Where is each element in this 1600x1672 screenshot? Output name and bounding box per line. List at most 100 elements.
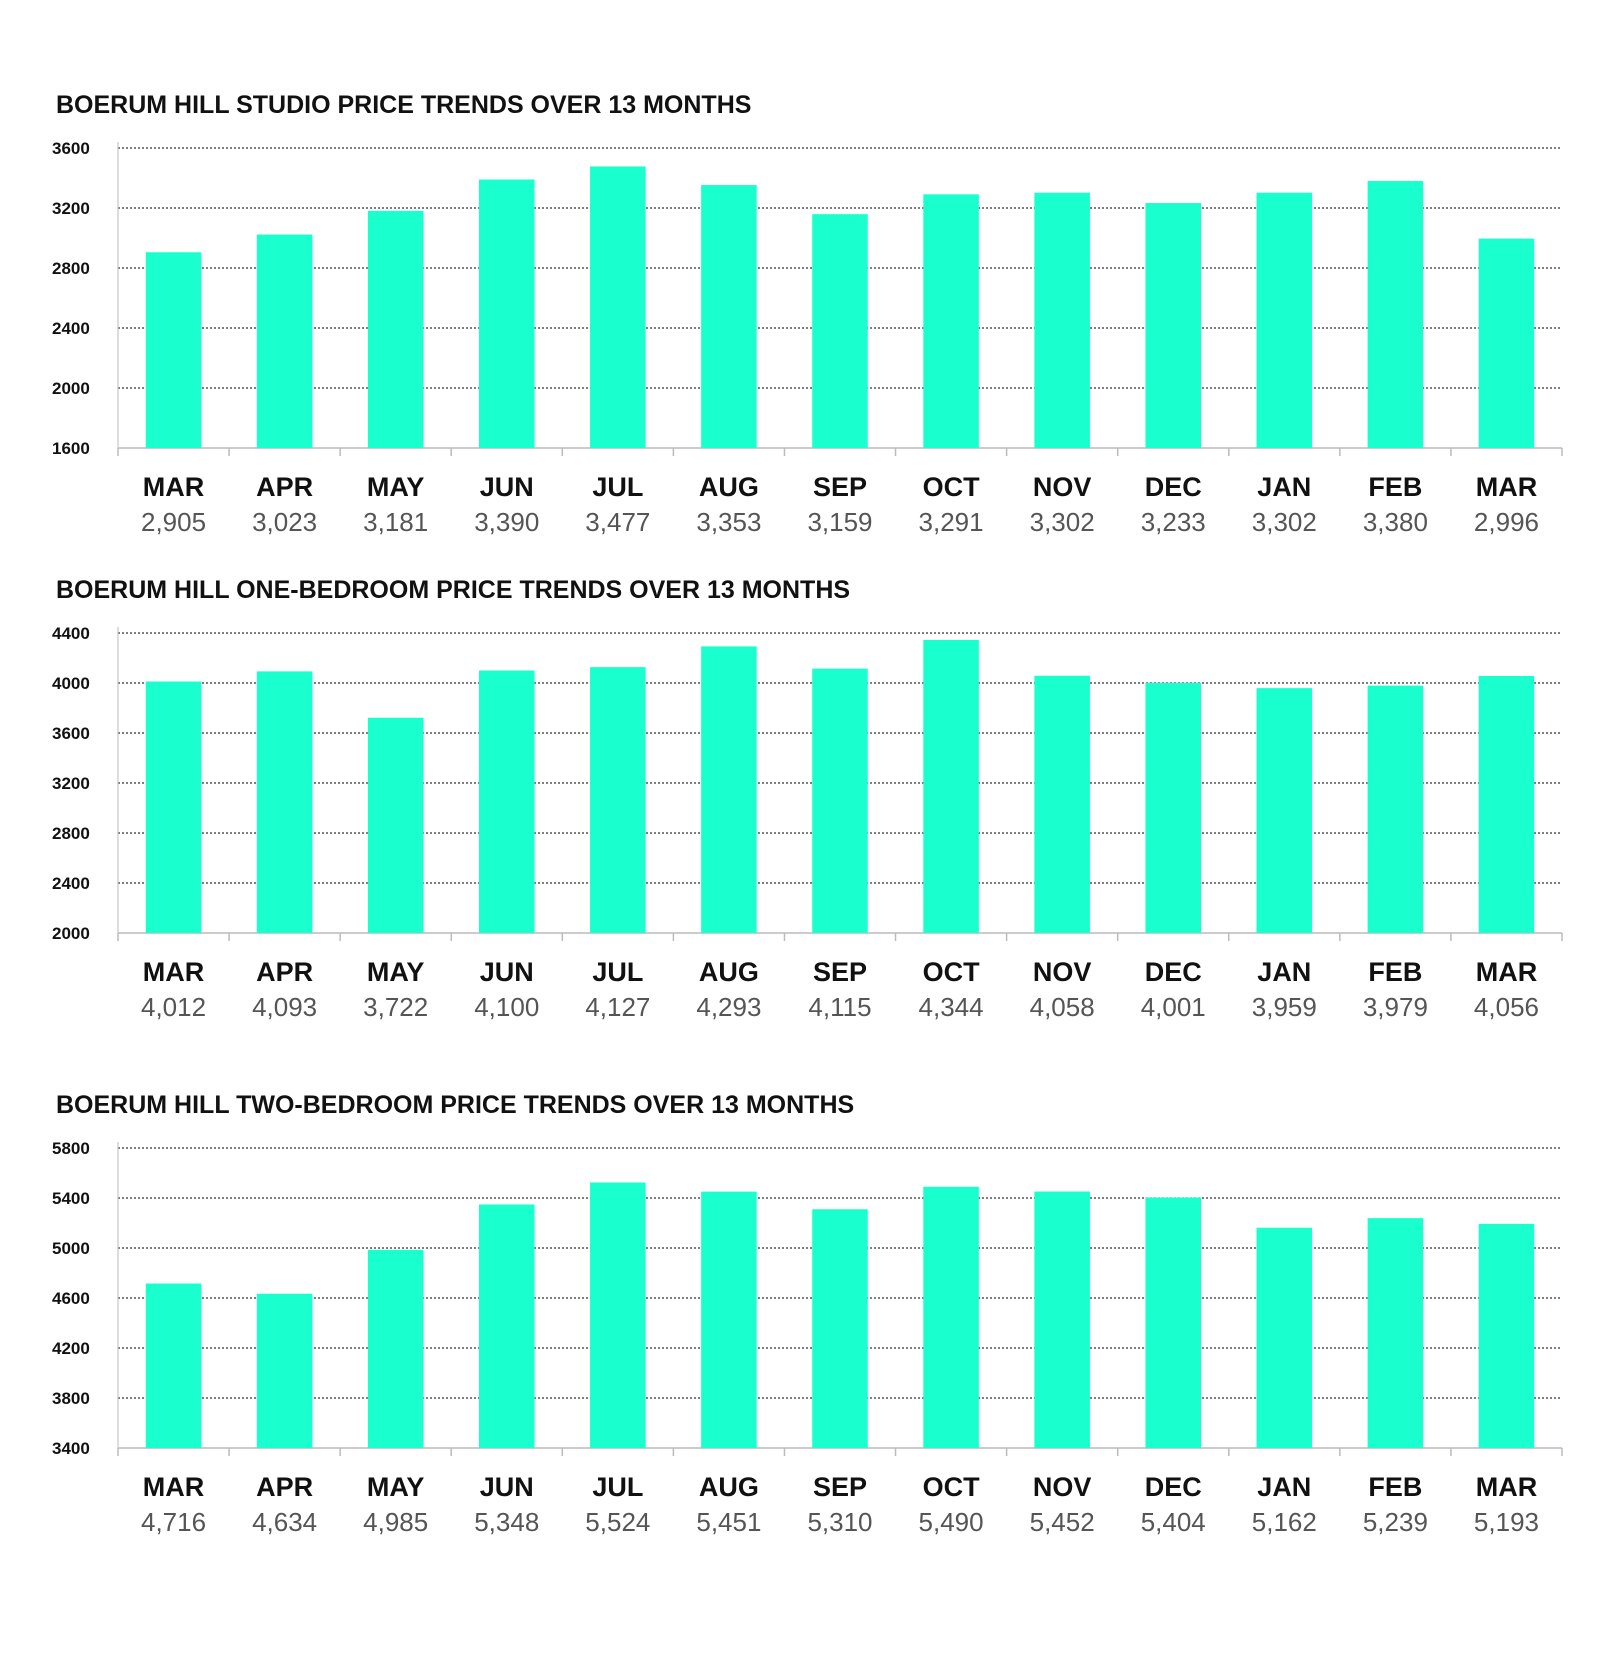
- bar: [367, 210, 424, 448]
- bar: [1478, 1223, 1535, 1448]
- category-label: DEC: [1145, 1472, 1202, 1502]
- value-label: 5,348: [474, 1507, 539, 1537]
- bar: [1367, 685, 1424, 933]
- value-label: 3,023: [252, 507, 317, 537]
- value-label: 3,477: [585, 507, 650, 537]
- bar: [1034, 1191, 1090, 1448]
- category-label: FEB: [1368, 472, 1422, 502]
- value-label: 3,380: [1363, 507, 1428, 537]
- category-label: APR: [256, 957, 313, 987]
- category-label: FEB: [1368, 957, 1422, 987]
- value-label: 3,302: [1030, 507, 1095, 537]
- y-tick-label: 2800: [52, 824, 90, 843]
- bar: [812, 668, 868, 933]
- bar: [1478, 238, 1535, 448]
- value-label: 4,115: [808, 992, 871, 1022]
- value-label: 4,344: [919, 992, 984, 1022]
- bar: [812, 1209, 868, 1448]
- value-label: 5,404: [1141, 1507, 1206, 1537]
- value-label: 5,452: [1030, 1507, 1095, 1537]
- value-label: 4,985: [363, 1507, 428, 1537]
- bar: [1034, 192, 1090, 448]
- bar: [1367, 1218, 1424, 1448]
- category-label: NOV: [1033, 472, 1092, 502]
- bar: [367, 717, 424, 933]
- category-label: OCT: [923, 957, 981, 987]
- bar: [1478, 676, 1535, 933]
- value-label: 3,353: [696, 507, 761, 537]
- category-label: OCT: [923, 1472, 981, 1502]
- y-tick-label: 5000: [52, 1239, 90, 1258]
- category-label: AUG: [699, 472, 759, 502]
- y-tick-label: 2400: [52, 874, 90, 893]
- bar: [479, 1204, 535, 1448]
- category-label: FEB: [1368, 1472, 1422, 1502]
- bar: [367, 1249, 424, 1448]
- value-label: 3,722: [363, 992, 428, 1022]
- two-bedroom-chart-svg: BOERUM HILL TWO-BEDROOM PRICE TRENDS OVE…: [52, 1091, 1563, 1537]
- category-label: JUN: [480, 1472, 534, 1502]
- bar: [256, 671, 313, 933]
- bar: [145, 681, 202, 933]
- bar: [701, 185, 757, 449]
- category-label: MAR: [1476, 472, 1538, 502]
- value-label: 4,716: [141, 1507, 206, 1537]
- bar: [1256, 688, 1313, 933]
- value-label: 5,239: [1363, 1507, 1428, 1537]
- y-tick-label: 5800: [52, 1139, 90, 1158]
- two-bedroom-chart: BOERUM HILL TWO-BEDROOM PRICE TRENDS OVE…: [0, 1080, 1600, 1580]
- category-label: SEP: [813, 472, 867, 502]
- value-label: 4,127: [585, 992, 650, 1022]
- y-tick-label: 4400: [52, 624, 90, 643]
- value-label: 3,979: [1363, 992, 1428, 1022]
- category-label: MAY: [367, 957, 425, 987]
- one-bedroom-chart: BOERUM HILL ONE-BEDROOM PRICE TRENDS OVE…: [0, 565, 1600, 1065]
- category-label: JUL: [592, 1472, 643, 1502]
- bar: [590, 667, 646, 933]
- y-tick-label: 3200: [52, 199, 90, 218]
- value-label: 5,490: [919, 1507, 984, 1537]
- y-tick-label: 4600: [52, 1289, 90, 1308]
- chart-title: BOERUM HILL TWO-BEDROOM PRICE TRENDS OVE…: [56, 1091, 854, 1119]
- y-tick-label: 1600: [52, 439, 90, 458]
- category-label: SEP: [813, 957, 867, 987]
- bar: [923, 640, 979, 933]
- value-label: 3,181: [363, 507, 428, 537]
- category-label: SEP: [813, 1472, 867, 1502]
- y-tick-label: 3400: [52, 1439, 90, 1458]
- bar: [1256, 1227, 1313, 1448]
- category-label: JAN: [1257, 1472, 1311, 1502]
- y-tick-label: 3600: [52, 724, 90, 743]
- value-label: 4,100: [474, 992, 539, 1022]
- value-label: 5,524: [585, 1507, 650, 1537]
- value-label: 2,996: [1474, 507, 1539, 537]
- category-label: MAR: [143, 472, 205, 502]
- category-label: NOV: [1033, 957, 1092, 987]
- category-label: MAR: [1476, 957, 1538, 987]
- category-label: AUG: [699, 1472, 759, 1502]
- value-label: 3,302: [1252, 507, 1317, 537]
- value-label: 3,390: [474, 507, 539, 537]
- value-label: 3,291: [919, 507, 984, 537]
- bar: [1034, 675, 1090, 933]
- category-label: DEC: [1145, 472, 1202, 502]
- bar: [1145, 203, 1201, 448]
- bar: [701, 1191, 757, 1448]
- category-label: MAR: [1476, 1472, 1538, 1502]
- y-tick-label: 2400: [52, 319, 90, 338]
- value-label: 5,193: [1474, 1507, 1539, 1537]
- category-label: OCT: [923, 472, 981, 502]
- category-label: JAN: [1257, 957, 1311, 987]
- value-label: 4,056: [1474, 992, 1539, 1022]
- value-label: 3,959: [1252, 992, 1317, 1022]
- y-tick-label: 3200: [52, 774, 90, 793]
- value-label: 2,905: [141, 507, 206, 537]
- category-label: JUN: [480, 472, 534, 502]
- y-tick-label: 5400: [52, 1189, 90, 1208]
- value-label: 3,159: [807, 507, 872, 537]
- value-label: 3,233: [1141, 507, 1206, 537]
- bar: [256, 234, 313, 448]
- bar: [812, 214, 868, 448]
- bar: [590, 166, 646, 448]
- value-label: 5,310: [807, 1507, 872, 1537]
